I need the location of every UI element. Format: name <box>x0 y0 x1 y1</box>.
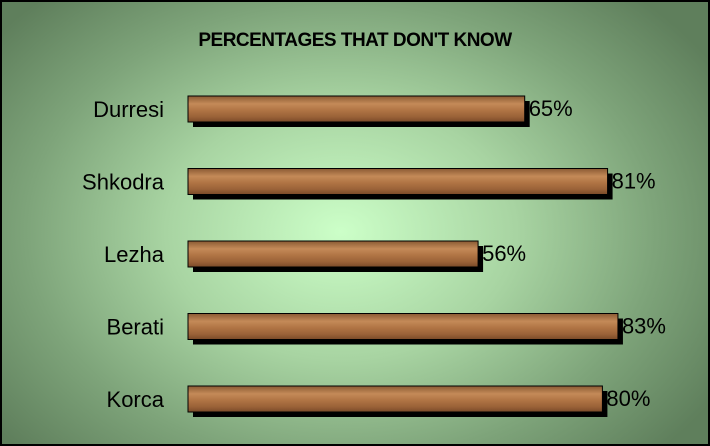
value-label-lezha: 56% <box>482 241 526 266</box>
bars-group: Durresi 65% Shkodra 81% Lezha 56% Berati 83% Kor… <box>82 95 666 417</box>
value-label-berati: 83% <box>622 314 666 339</box>
bar-korca <box>187 385 603 413</box>
chart-title: PERCENTAGES THAT DON'T KNOW <box>198 30 512 51</box>
value-label-durresi: 65% <box>529 96 573 121</box>
category-label-berati: Berati <box>107 315 164 340</box>
bar-berati <box>187 313 619 340</box>
category-label-shkodra: Shkodra <box>82 170 165 195</box>
value-label-shkodra: 81% <box>612 169 656 194</box>
bar-durresi <box>187 95 526 123</box>
bar-shkodra <box>187 168 609 195</box>
category-label-durresi: Durresi <box>93 97 164 122</box>
value-label-korca: 80% <box>606 386 650 411</box>
category-label-lezha: Lezha <box>104 242 165 267</box>
category-label-korca: Korca <box>107 387 165 412</box>
bar-lezha <box>187 240 479 268</box>
